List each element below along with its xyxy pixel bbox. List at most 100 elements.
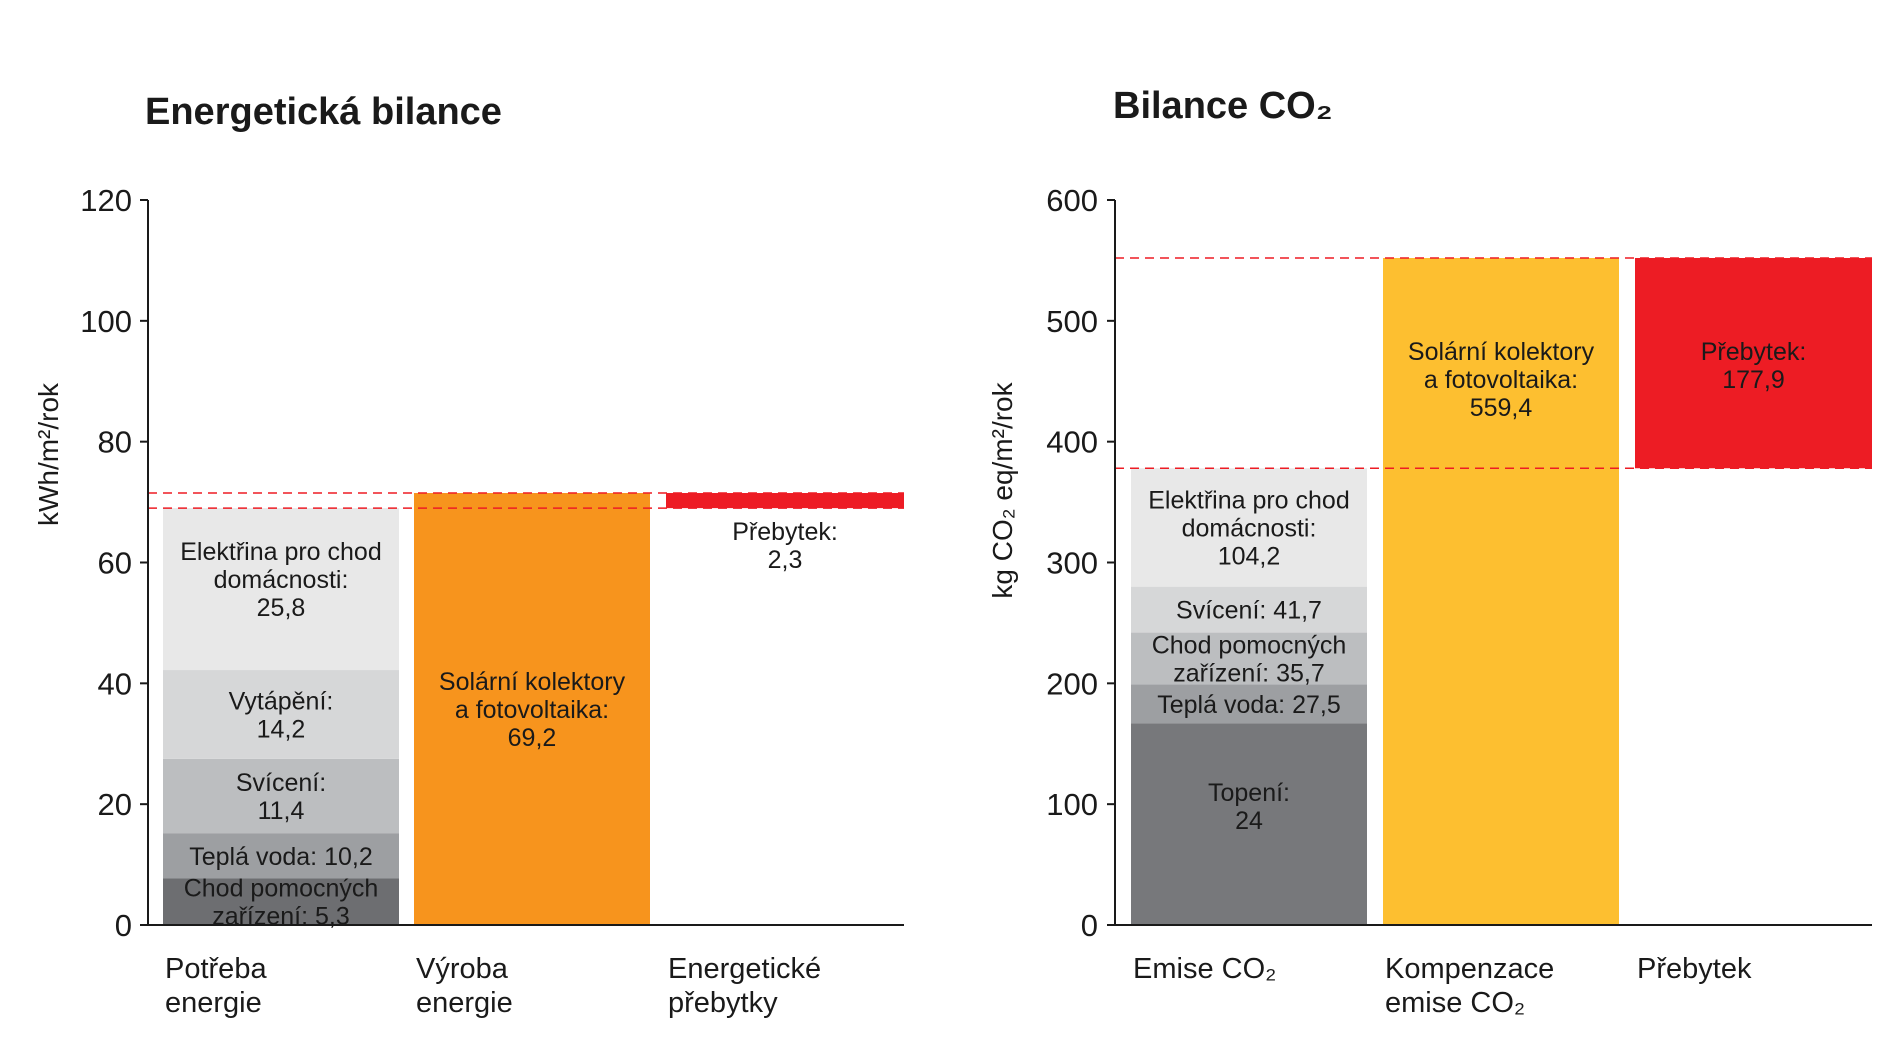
bar-segment xyxy=(1131,468,1367,587)
x-category-label-line: energie xyxy=(165,987,262,1019)
data-label-line: a fotovoltaika: xyxy=(455,696,609,724)
x-category-label: Potřeba energie xyxy=(165,953,267,1019)
bar-segment xyxy=(163,758,399,834)
x-category-label: Emise CO₂ xyxy=(1133,953,1276,985)
bar-segment xyxy=(666,493,904,509)
bar-group: Přebytek: 177,9 xyxy=(1635,258,1872,469)
data-label: Chod pomocných zařízení: 5,3 xyxy=(184,875,379,931)
y-tick-label: 40 xyxy=(98,666,132,701)
y-tick-label: 20 xyxy=(98,787,132,822)
data-label-line: zařízení: 35,7 xyxy=(1173,660,1324,688)
data-label: Přebytek: 177,9 xyxy=(1701,338,1807,394)
x-category-label-line: emise CO₂ xyxy=(1385,987,1525,1019)
data-label-line: domácnosti: xyxy=(214,566,349,594)
bar-segment xyxy=(1131,723,1367,925)
data-label-line: domácnosti: xyxy=(1182,514,1317,542)
y-tick-label: 120 xyxy=(80,183,132,218)
x-category-label-line: Energetické xyxy=(668,953,821,985)
data-label: Solární kolektory a fotovoltaika: 69,2 xyxy=(439,668,626,752)
data-label-line: 2,3 xyxy=(768,546,803,574)
data-label-line: Svícení: xyxy=(236,769,326,797)
chart-title: Energetická bilance xyxy=(145,91,502,133)
data-label-line: Chod pomocných xyxy=(184,875,379,903)
x-category-label: Energetické přebytky xyxy=(668,953,821,1019)
bar-group: Solární kolektory a fotovoltaika: 559,4 xyxy=(1383,258,1619,925)
data-label-line: 559,4 xyxy=(1470,394,1533,422)
data-label-line: Teplá voda: 10,2 xyxy=(189,843,372,871)
y-tick-label: 200 xyxy=(1046,666,1098,701)
y-tick-label: 60 xyxy=(98,546,132,581)
y-tick-label: 80 xyxy=(98,425,132,460)
bar-segment xyxy=(414,493,650,925)
data-label: Svícení: 41,7 xyxy=(1176,597,1322,625)
x-category-label: Přebytek xyxy=(1637,953,1752,985)
data-label: Topení: 24 xyxy=(1208,779,1290,835)
data-label-line: zařízení: 5,3 xyxy=(212,903,350,931)
x-category-label-line: přebytky xyxy=(668,987,778,1019)
x-category-label-line: Výroba xyxy=(416,953,509,985)
bar-segment xyxy=(1383,258,1619,925)
chart-energy-balance: Energetická bilance Chod pomocných zařízen… xyxy=(33,91,904,1019)
y-tick-label: 500 xyxy=(1046,304,1098,339)
y-axis-label: kg CO₂ eq/m²/rok xyxy=(987,381,1018,598)
data-label-line: a fotovoltaika: xyxy=(1424,366,1578,394)
data-label: Teplá voda: 27,5 xyxy=(1157,691,1340,719)
data-label: Teplá voda: 10,2 xyxy=(189,843,372,871)
bar-segment xyxy=(1131,586,1367,633)
data-label: Chod pomocných zařízení: 35,7 xyxy=(1152,632,1347,688)
data-label: Solární kolektory a fotovoltaika: 559,4 xyxy=(1408,338,1595,422)
y-tick-label: 0 xyxy=(115,908,132,943)
x-category-label-line: energie xyxy=(416,987,513,1019)
data-label-line: Chod pomocných xyxy=(1152,632,1347,660)
x-category-label-line: Emise CO₂ xyxy=(1133,953,1276,985)
bar-group: Solární kolektory a fotovoltaika: 69,2 xyxy=(414,493,650,925)
data-label-line: 177,9 xyxy=(1722,366,1785,394)
chart-co2-balance: Bilance CO₂ Topení: 24 Teplá voda: 27,5 Chod… xyxy=(987,85,1872,1019)
data-label: Elektřina pro chod domácnosti: 25,8 xyxy=(180,538,382,622)
x-category-label-line: Přebytek xyxy=(1637,953,1752,985)
y-tick-label: 300 xyxy=(1046,546,1098,581)
x-category-label: Výroba energie xyxy=(416,953,513,1019)
x-category-label: Kompenzace emise CO₂ xyxy=(1385,953,1554,1019)
x-category-label-line: Kompenzace xyxy=(1385,953,1554,985)
data-label-line: Elektřina pro chod xyxy=(1148,486,1350,514)
bar-segment xyxy=(163,833,399,879)
data-label-line: Topení: xyxy=(1208,779,1290,807)
bar-segment xyxy=(163,670,399,759)
x-category-label-line: Potřeba xyxy=(165,953,267,985)
data-label: Přebytek: 2,3 xyxy=(732,518,838,574)
y-tick-label: 600 xyxy=(1046,183,1098,218)
data-label-line: Vytápění: xyxy=(229,687,334,715)
bar-group: Topení: 24 Teplá voda: 27,5 Chod pomocných z… xyxy=(1131,468,1367,925)
data-label: Elektřina pro chod domácnosti: 104,2 xyxy=(1148,486,1350,570)
data-label-line: 14,2 xyxy=(257,715,306,743)
data-label-line: 69,2 xyxy=(508,724,557,752)
data-label: Svícení: 11,4 xyxy=(236,769,326,825)
bar-group: Přebytek: 2,3 xyxy=(666,493,904,574)
data-label-line: 104,2 xyxy=(1218,542,1281,570)
y-tick-label: 100 xyxy=(80,304,132,339)
bar-group: Chod pomocných zařízení: 5,3 Teplá voda: 1… xyxy=(163,508,399,931)
bar-segment xyxy=(163,878,399,925)
bar-segment xyxy=(163,508,399,671)
data-label-line: Solární kolektory xyxy=(439,668,626,696)
data-label-line: Elektřina pro chod xyxy=(180,538,382,566)
bar-segment xyxy=(1131,684,1367,724)
data-label-line: Přebytek: xyxy=(1701,338,1807,366)
bar-segment xyxy=(1131,632,1367,685)
y-axis-label: kWh/m²/rok xyxy=(33,382,64,526)
data-label-line: Solární kolektory xyxy=(1408,338,1595,366)
data-label-line: 24 xyxy=(1235,807,1263,835)
chart-title: Bilance CO₂ xyxy=(1113,85,1333,127)
data-label-line: 11,4 xyxy=(258,797,305,825)
data-label-line: Svícení: 41,7 xyxy=(1176,597,1322,625)
data-label-line: Přebytek: xyxy=(732,518,838,546)
y-tick-label: 400 xyxy=(1046,425,1098,460)
y-tick-label: 0 xyxy=(1081,908,1098,943)
data-label: Vytápění: 14,2 xyxy=(229,687,334,743)
data-label-line: 25,8 xyxy=(257,594,306,622)
y-tick-label: 100 xyxy=(1046,787,1098,822)
bar-segment xyxy=(1635,258,1872,469)
data-label-line: Teplá voda: 27,5 xyxy=(1157,691,1340,719)
